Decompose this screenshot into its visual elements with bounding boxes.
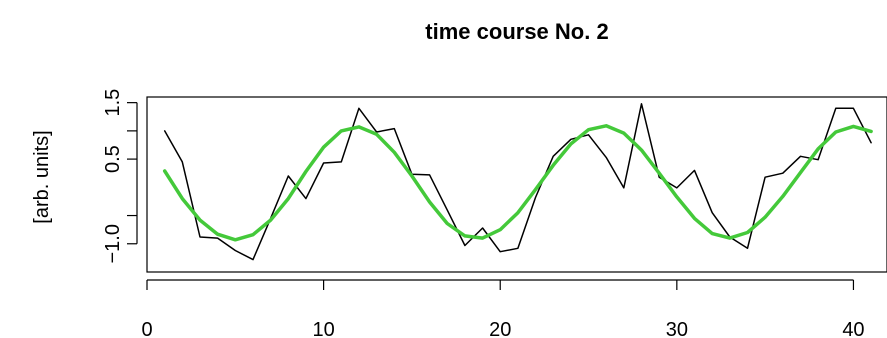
x-tick-label: 20 (489, 319, 511, 338)
y-axis-label: [arb. units] (31, 130, 53, 223)
x-tick-label: 40 (842, 319, 864, 338)
x-tick-label: 10 (312, 319, 334, 338)
x-axis: 0 10 20 30 40 (141, 279, 865, 338)
y-tick-label: 0.5 (102, 145, 124, 173)
y-tick-label: −1.0 (102, 224, 124, 263)
chart-title: time course No. 2 (425, 19, 608, 44)
plot-area-frame (146, 96, 887, 273)
y-axis: −1.0 0.5 1.5 (102, 89, 138, 264)
x-tick-label: 0 (141, 319, 152, 338)
x-tick-label: 30 (666, 319, 688, 338)
y-tick-label: 1.5 (102, 89, 124, 117)
series-layer (162, 103, 873, 261)
series-line-1 (163, 103, 872, 261)
series-line-2 (162, 124, 873, 242)
